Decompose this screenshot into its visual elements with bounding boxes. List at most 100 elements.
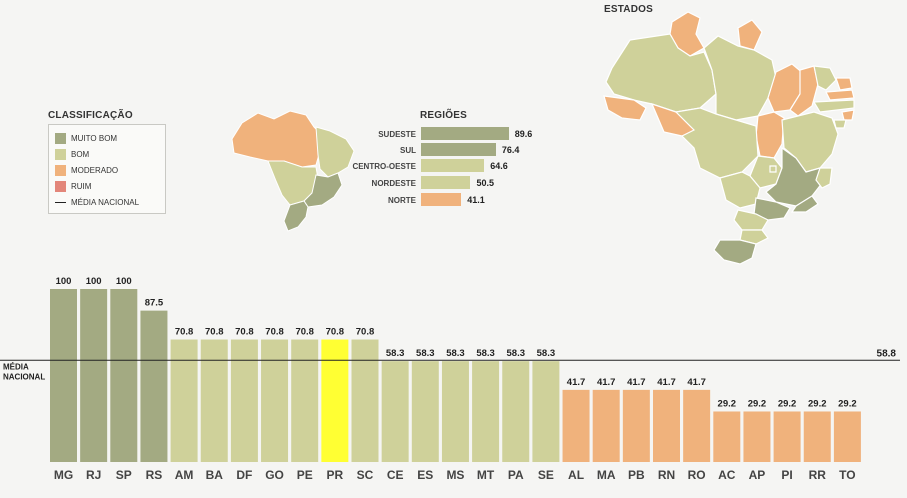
bar-ac <box>713 411 741 462</box>
map-state-sc <box>739 229 769 245</box>
regions-title: REGIÕES <box>420 110 467 121</box>
category-label: SC <box>357 468 374 482</box>
category-label: PR <box>327 468 344 482</box>
bar-value-label: 29.2 <box>748 398 767 409</box>
map-state-df <box>769 165 777 173</box>
legend-label: MUITO BOM <box>71 133 118 143</box>
legend-label: MÉDIA NACIONAL <box>71 197 140 207</box>
category-label: PE <box>297 468 313 482</box>
legend-swatch <box>55 164 66 176</box>
map-state-pe <box>812 99 855 113</box>
region-value: 41.1 <box>467 195 485 205</box>
legend-item-moderado: MODERADO <box>55 164 118 176</box>
bar-value-label: 29.2 <box>718 398 737 409</box>
bar-value-label: 100 <box>56 276 72 287</box>
states-map <box>603 11 855 265</box>
legend-swatch <box>55 180 66 192</box>
bar-value-label: 100 <box>86 276 102 287</box>
legend-swatch <box>55 132 66 144</box>
category-label: MA <box>597 468 616 482</box>
legend-title: CLASSIFICAÇÃO <box>48 110 133 121</box>
bar-value-label: 58.3 <box>386 348 405 359</box>
map-region-nordeste <box>315 126 355 178</box>
map-state-ap <box>737 19 763 51</box>
average-line-label: MÉDIA NACIONAL <box>3 362 45 381</box>
bar-value-label: 41.7 <box>657 377 676 388</box>
bar-value-label: 29.2 <box>838 398 857 409</box>
bar-value-label: 29.2 <box>778 398 797 409</box>
bar-se <box>532 361 560 462</box>
legend-label: MODERADO <box>71 165 119 175</box>
bar-value-label: 70.8 <box>265 327 284 338</box>
bar-value-label: 41.7 <box>597 377 616 388</box>
bar-ba <box>200 339 228 462</box>
map-region-sudeste <box>303 172 343 208</box>
map-state-rj <box>790 195 819 213</box>
bar-rj <box>80 289 108 462</box>
bar-value-label: 41.7 <box>567 377 586 388</box>
category-label: AP <box>749 468 766 482</box>
bar-ms <box>441 361 469 462</box>
bar-am <box>170 339 198 462</box>
region-bar-centro-oeste <box>421 159 485 172</box>
bar-value-label: 70.8 <box>205 327 224 338</box>
bar-value-label: 70.8 <box>356 327 375 338</box>
category-label: RJ <box>86 468 101 482</box>
region-label: NORTE <box>388 196 416 205</box>
bar-value-label: 70.8 <box>295 327 314 338</box>
bar-mt <box>472 361 500 462</box>
bar-ce <box>381 361 409 462</box>
category-label: AL <box>568 468 584 482</box>
region-label: CENTRO-OESTE <box>352 162 416 171</box>
legend-item-average: MÉDIA NACIONAL <box>55 196 139 208</box>
bar-pr <box>321 339 349 462</box>
category-label: TO <box>839 468 855 482</box>
category-label: RR <box>809 468 827 482</box>
bar-ro <box>683 389 711 462</box>
map-region-sul <box>283 200 309 232</box>
legend-swatch <box>55 148 66 160</box>
bar-value-label: 41.7 <box>687 377 706 388</box>
legend-item-ruim: RUIM <box>55 180 91 192</box>
category-label: MT <box>477 468 495 482</box>
category-label: RO <box>688 468 706 482</box>
region-value: 89.6 <box>514 129 533 139</box>
bar-sc <box>351 339 379 462</box>
category-label: PA <box>508 468 524 482</box>
bar-value-label: 41.7 <box>627 377 646 388</box>
average-line-value: 58.8 <box>877 348 897 359</box>
category-label: BA <box>206 468 224 482</box>
category-label: PI <box>781 468 792 482</box>
bar-ap <box>743 411 771 462</box>
map-state-al <box>841 109 855 121</box>
bar-al <box>562 389 590 462</box>
region-bar-sudeste <box>421 127 509 140</box>
legend-line <box>55 201 66 203</box>
map-state-rn <box>835 77 853 91</box>
bar-value-label: 58.3 <box>446 348 465 359</box>
bar-rr <box>803 411 831 462</box>
region-label: SUL <box>400 146 416 155</box>
bar-pi <box>773 411 801 462</box>
region-bar-nordeste <box>421 176 471 189</box>
bar-value-label: 58.3 <box>537 348 556 359</box>
category-label: MG <box>54 468 73 482</box>
category-label: RS <box>146 468 163 482</box>
bar-ma <box>592 389 620 462</box>
legend-label: BOM <box>71 149 90 159</box>
bar-value-label: 70.8 <box>175 327 194 338</box>
bar-value-label: 100 <box>116 276 132 287</box>
states-title: ESTADOS <box>604 4 653 15</box>
map-state-ce <box>813 65 837 91</box>
category-label: DF <box>236 468 252 482</box>
region-label: NORDESTE <box>371 179 416 188</box>
bar-pa <box>502 361 530 462</box>
region-value: 64.6 <box>490 161 508 171</box>
category-label: ES <box>417 468 433 482</box>
region-bar-norte <box>421 193 462 206</box>
bar-pb <box>622 389 650 462</box>
bar-mg <box>50 289 77 462</box>
category-label: SE <box>538 468 554 482</box>
bar-sp <box>110 289 138 462</box>
category-label: SP <box>116 468 132 482</box>
